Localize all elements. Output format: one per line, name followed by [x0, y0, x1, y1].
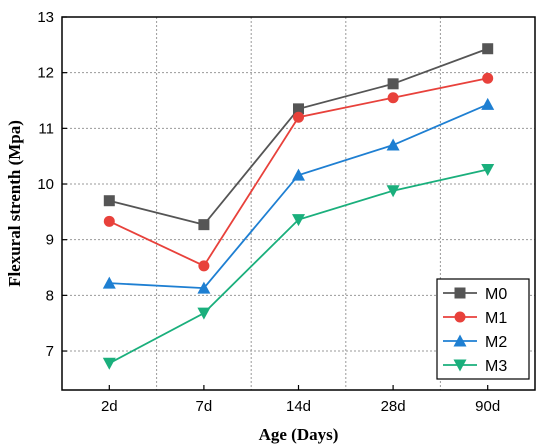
- data-point: [197, 307, 211, 320]
- legend-label: M0: [485, 286, 507, 303]
- y-tick-label: 13: [37, 9, 54, 26]
- series-line: [108, 168, 488, 365]
- data-point: [482, 72, 494, 84]
- data-point: [386, 138, 400, 151]
- y-tick-label: 7: [46, 343, 54, 360]
- legend-marker: [454, 311, 466, 323]
- legend-label: M3: [485, 358, 507, 375]
- y-axis-title: Flexural strenth (Mpa): [5, 120, 24, 287]
- data-point: [386, 185, 400, 198]
- data-point: [293, 111, 304, 123]
- legend-box: [436, 278, 530, 380]
- series-layer: [102, 43, 495, 370]
- legend-label: M1: [485, 310, 507, 327]
- legend-marker: [453, 334, 467, 347]
- data-point: [197, 281, 211, 294]
- data-point: [387, 92, 399, 104]
- x-axis-title: Age (Days): [259, 425, 339, 444]
- legend-marker: [454, 287, 466, 299]
- data-point: [482, 43, 494, 55]
- y-tick-label: 10: [37, 176, 54, 193]
- data-point: [198, 219, 210, 231]
- series-line: [109, 47, 489, 226]
- data-point: [102, 276, 116, 289]
- x-tick-label: 28d: [381, 398, 406, 415]
- legend-label: M2: [485, 334, 507, 351]
- data-point: [481, 97, 495, 110]
- data-point: [481, 164, 495, 177]
- data-point: [198, 260, 210, 272]
- series-m1: [103, 72, 494, 272]
- series-m3: [102, 164, 495, 370]
- x-tick-label: 90d: [475, 398, 500, 415]
- series-line: [109, 103, 489, 290]
- x-tick-label: 2d: [101, 398, 118, 415]
- data-point: [292, 214, 305, 227]
- data-point: [103, 195, 115, 207]
- data-point: [103, 215, 115, 227]
- x-tick-label: 7d: [196, 398, 213, 415]
- legend: M0 M1 M2 M3: [436, 278, 530, 380]
- y-tick-label: 8: [46, 287, 54, 304]
- series-m0: [103, 43, 494, 231]
- y-tick-label: 12: [37, 65, 54, 82]
- axis-ticks: 7 8 9 10 11 12 13 2d 7d 14d 28d 90d: [37, 9, 500, 415]
- y-tick-label: 11: [38, 120, 54, 137]
- data-point: [292, 168, 305, 181]
- legend-marker: [453, 359, 467, 372]
- data-point: [293, 103, 304, 115]
- data-point: [102, 357, 116, 370]
- y-tick-label: 9: [46, 232, 54, 249]
- series-m2: [102, 97, 495, 294]
- x-tick-label: 14d: [286, 398, 311, 415]
- data-point: [387, 78, 399, 90]
